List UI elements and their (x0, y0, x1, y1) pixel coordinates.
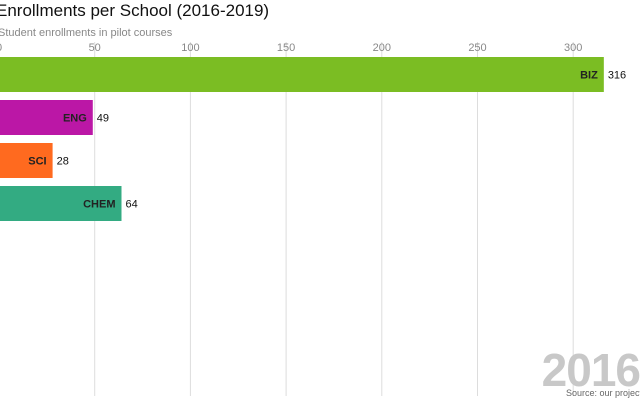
chart-title: Enrollments per School (2016-2019) (0, 1, 270, 20)
year-label: 2016 (541, 344, 640, 396)
bar-label-eng: ENG (63, 113, 87, 125)
source-note: Source: our project (566, 388, 640, 398)
x-tick-label-300: 300 (564, 42, 582, 54)
chart-subtitle: Student enrollments in pilot courses (0, 27, 173, 39)
value-label-eng: 49 (97, 113, 109, 125)
bar-chem (0, 186, 122, 221)
x-tick-label-150: 150 (277, 42, 295, 54)
x-tick-label-100: 100 (181, 42, 199, 54)
value-label-sci: 28 (57, 156, 69, 168)
bar-biz (0, 57, 604, 92)
bar-eng (0, 100, 93, 135)
value-label-chem: 64 (125, 199, 137, 211)
value-label-biz: 316 (608, 70, 626, 82)
x-tick-label-50: 50 (89, 42, 101, 54)
bar-label-chem: CHEM (83, 199, 115, 211)
x-tick-label-250: 250 (468, 42, 486, 54)
bar-sci (0, 143, 53, 178)
bar-label-biz: BIZ (580, 70, 598, 82)
x-tick-label-200: 200 (373, 42, 391, 54)
x-tick-label-0: 0 (0, 42, 2, 54)
bar-label-sci: SCI (28, 156, 46, 168)
